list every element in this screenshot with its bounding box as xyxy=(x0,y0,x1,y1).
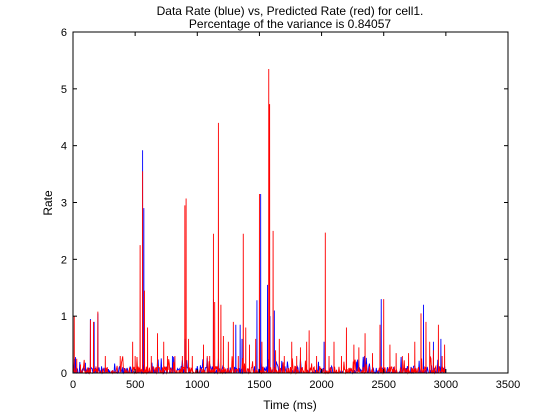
x-tick-label: 2500 xyxy=(371,379,395,391)
y-tick-label: 2 xyxy=(61,254,67,266)
x-tick-label: 1500 xyxy=(247,379,271,391)
y-axis-label: Rate xyxy=(41,190,55,216)
y-axis-ticks: 0 1 2 3 4 5 6 xyxy=(61,27,508,380)
y-tick-label: 5 xyxy=(61,84,67,96)
x-axis-ticks: 0 500 1000 1500 2000 2500 3000 3500 xyxy=(70,32,520,391)
chart-subtitle: Percentage of the variance is 0.84057 xyxy=(189,17,391,31)
plot-area xyxy=(73,32,508,373)
y-tick-label: 4 xyxy=(61,141,67,153)
y-tick-label: 3 xyxy=(61,198,67,210)
predicted-rate-line xyxy=(72,68,446,375)
y-tick-label: 6 xyxy=(61,27,67,39)
y-tick-label: 1 xyxy=(61,311,67,323)
x-tick-label: 500 xyxy=(126,379,144,391)
series-layer xyxy=(72,68,447,375)
x-tick-label: 1000 xyxy=(185,379,209,391)
x-tick-label: 0 xyxy=(70,379,76,391)
x-tick-label: 3000 xyxy=(434,379,458,391)
x-tick-label: 3500 xyxy=(496,379,520,391)
chart-title: Data Rate (blue) vs, Predicted Rate (red… xyxy=(157,4,424,18)
y-tick-label: 0 xyxy=(61,368,67,380)
x-axis-label: Time (ms) xyxy=(263,398,317,412)
x-tick-label: 2000 xyxy=(309,379,333,391)
